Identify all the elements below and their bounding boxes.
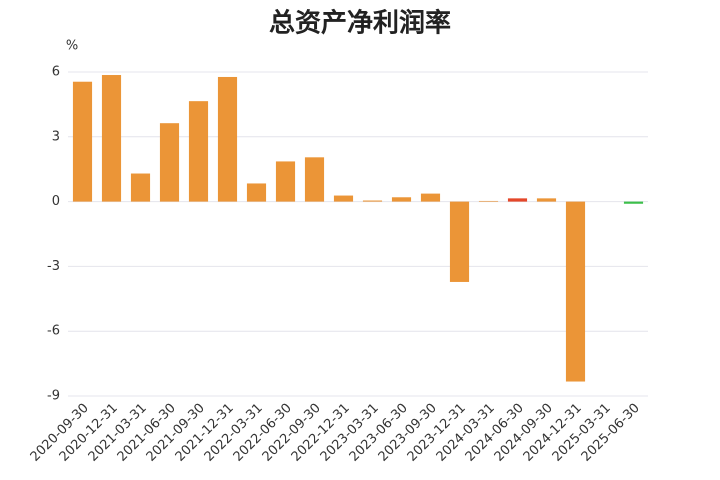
bar bbox=[420, 193, 441, 202]
bar bbox=[536, 198, 557, 202]
bar bbox=[246, 183, 267, 202]
bar bbox=[565, 201, 586, 382]
bar bbox=[391, 197, 412, 202]
y-unit: % bbox=[66, 39, 78, 54]
bar bbox=[217, 76, 238, 202]
bar bbox=[101, 75, 122, 202]
bar bbox=[449, 201, 470, 282]
bar bbox=[623, 201, 644, 204]
y-tick-label: -6 bbox=[47, 324, 60, 339]
bar bbox=[159, 123, 180, 202]
y-tick-label: 0 bbox=[52, 194, 60, 209]
bar bbox=[188, 101, 209, 202]
y-tick-label: -3 bbox=[47, 259, 60, 274]
bar bbox=[275, 161, 296, 202]
bar bbox=[304, 157, 325, 202]
bar bbox=[362, 200, 383, 202]
bar bbox=[333, 195, 354, 202]
bar bbox=[507, 198, 528, 202]
y-tick-label: 6 bbox=[52, 65, 60, 80]
bar bbox=[72, 81, 93, 202]
chart-title: 总资产净利润率 bbox=[269, 8, 451, 39]
bar bbox=[478, 200, 499, 202]
bar bbox=[130, 173, 151, 202]
y-tick-label: 3 bbox=[52, 129, 60, 144]
y-tick-label: -9 bbox=[47, 389, 60, 404]
